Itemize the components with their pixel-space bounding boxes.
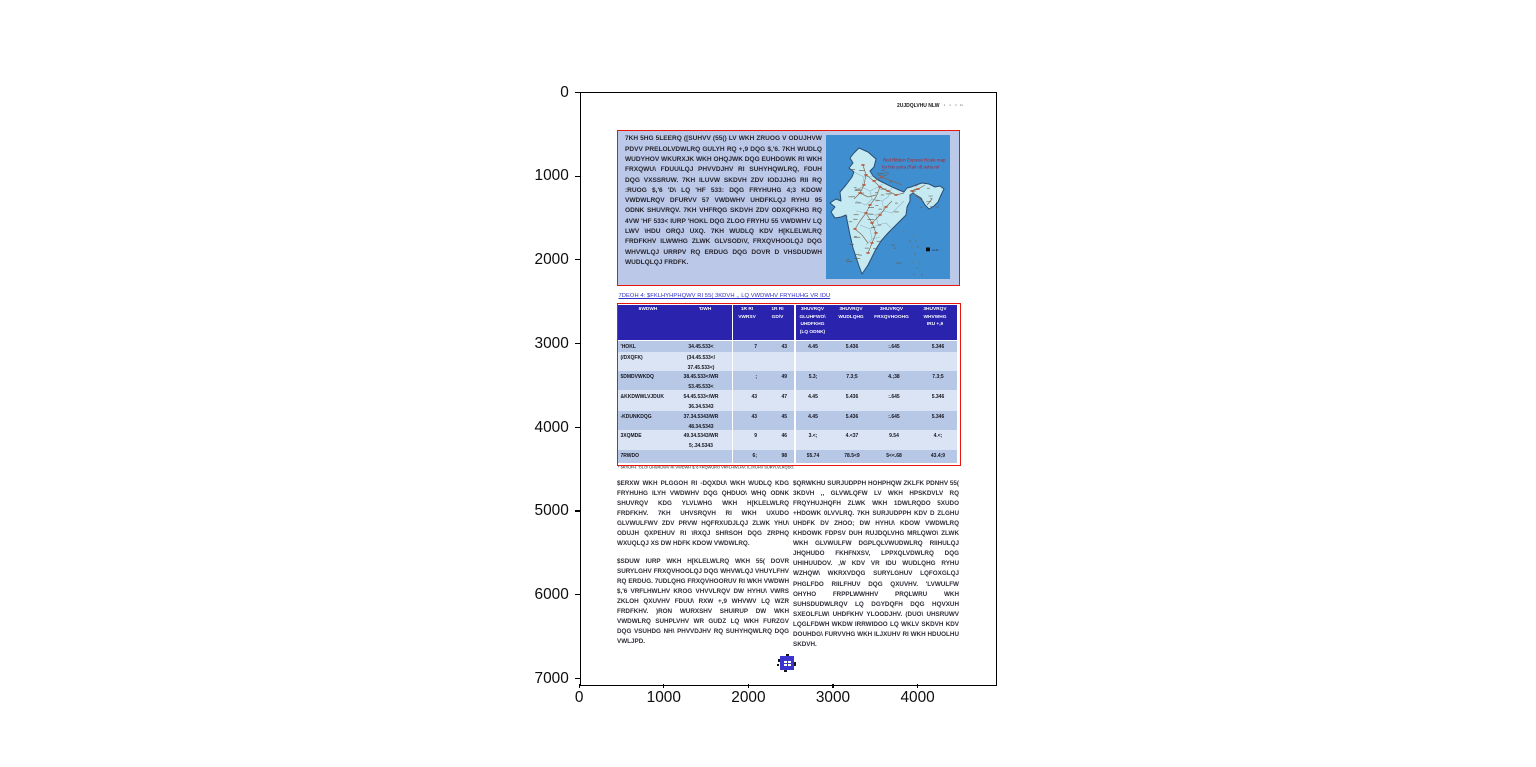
- svg-text:Delhi: Delhi: [932, 248, 939, 252]
- svg-text:Red Ribbon Express Route map: Red Ribbon Express Route map: [883, 158, 946, 163]
- svg-text:for this yatra (Rail of): for this yatra (Rail of) asha ref: [882, 165, 940, 170]
